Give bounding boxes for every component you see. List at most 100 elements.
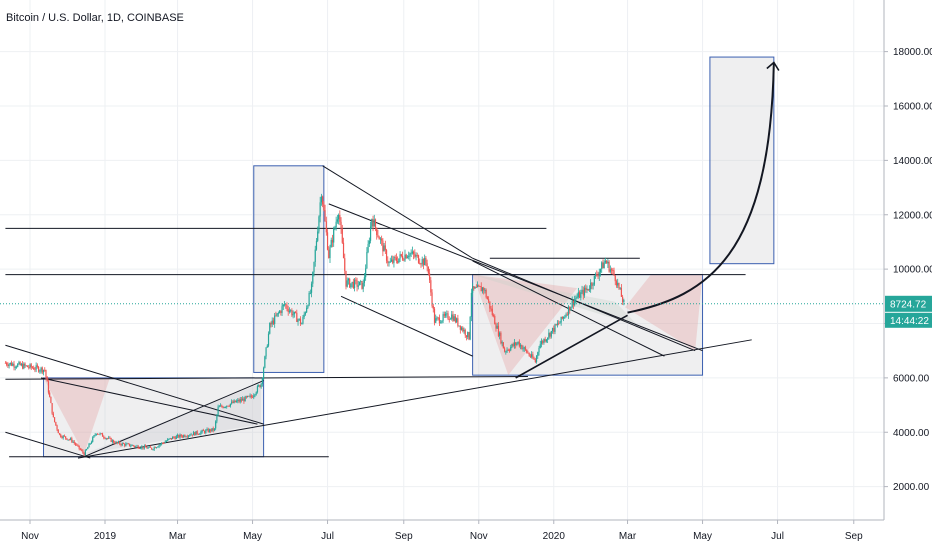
candle-body [522, 348, 524, 350]
price-axis-area [884, 0, 932, 550]
candle-body [574, 299, 576, 305]
candle-body [6, 362, 8, 365]
candle-body [387, 260, 389, 263]
x-tick-label: 2020 [543, 531, 566, 542]
projection-curve [627, 62, 775, 314]
candle-body [221, 405, 223, 407]
candle-body [154, 447, 157, 449]
candle-body [393, 256, 395, 263]
candle-body [156, 447, 158, 449]
candle-body [240, 399, 243, 401]
candle-body [309, 292, 311, 294]
candle-body [314, 249, 316, 262]
candle-body [383, 245, 385, 252]
candle-body [415, 255, 417, 257]
candle-body [76, 444, 78, 446]
candle-body [267, 333, 270, 346]
last-price-badge [885, 295, 932, 312]
candle-body [259, 385, 261, 388]
candle-body [165, 440, 168, 442]
candle-body [97, 433, 99, 435]
candle-body [312, 271, 314, 284]
candle-body [570, 307, 572, 311]
candle-body [266, 345, 268, 348]
candle-body [51, 403, 53, 414]
candle-body [207, 429, 209, 433]
candle-body [491, 308, 493, 316]
candle-body [105, 438, 107, 440]
candle-body [565, 314, 567, 317]
candle-body [84, 450, 86, 456]
candle-body [478, 285, 480, 287]
candle-body [113, 440, 115, 443]
candle-body [227, 405, 229, 407]
candle-body [192, 432, 195, 436]
x-tick-label: May [693, 531, 712, 542]
candle-body [153, 447, 155, 450]
candle-body [367, 244, 369, 253]
candle-body [594, 274, 597, 276]
candle-body [350, 283, 352, 288]
candle-body [583, 287, 586, 296]
candle-body [349, 278, 351, 288]
candle-body [119, 441, 121, 445]
candle-body [163, 442, 165, 444]
candle-body [226, 405, 228, 407]
candle-body [303, 314, 305, 317]
candle-body [569, 306, 571, 311]
candle-body [394, 256, 396, 258]
candle-body [326, 232, 329, 250]
candle-body [94, 434, 96, 436]
candle-body [122, 443, 125, 445]
y-tick-label: 18000.00 [893, 47, 932, 58]
candle-body [619, 287, 621, 289]
candle-body [197, 433, 200, 435]
candle-body [245, 396, 247, 398]
candle-body [294, 311, 297, 313]
candle-body [410, 253, 412, 255]
candle-body [390, 259, 393, 262]
x-tick-label: Mar [619, 531, 637, 542]
candle-body [24, 363, 26, 366]
candle-body [208, 429, 211, 433]
candle-body [264, 356, 266, 368]
candle-body [608, 261, 610, 272]
candle-body [564, 316, 566, 318]
candle-body [398, 258, 400, 263]
candle-body [313, 261, 315, 272]
candle-body [223, 407, 225, 408]
support-line [5, 376, 528, 380]
x-tick-label: Nov [470, 531, 488, 542]
candle-body [219, 405, 222, 407]
candle-body [424, 257, 426, 266]
candle-body [544, 339, 546, 342]
candle-body [66, 438, 68, 440]
candle-body [444, 313, 447, 316]
candle-body [79, 448, 82, 450]
candle-body [304, 312, 307, 315]
candle-body [38, 366, 40, 372]
candle-body [468, 332, 470, 340]
candle-body [575, 298, 577, 300]
candle-body [484, 289, 486, 291]
candle-body [449, 318, 452, 320]
candle-body [40, 367, 42, 371]
candle-body [307, 305, 309, 308]
candle-body [609, 269, 611, 272]
candle-body [73, 441, 75, 444]
candle-body [196, 431, 198, 434]
candle-body [512, 344, 514, 346]
candle-body [481, 287, 484, 292]
candle-body [115, 442, 117, 444]
candle-body [298, 318, 300, 320]
candle-body [362, 282, 364, 289]
candle-body [7, 364, 9, 367]
candle-body [365, 268, 367, 278]
candle-body [495, 324, 497, 329]
candle-body [352, 281, 354, 289]
candle-body [567, 306, 570, 315]
candle-body [519, 345, 522, 347]
candle-body [287, 308, 289, 312]
